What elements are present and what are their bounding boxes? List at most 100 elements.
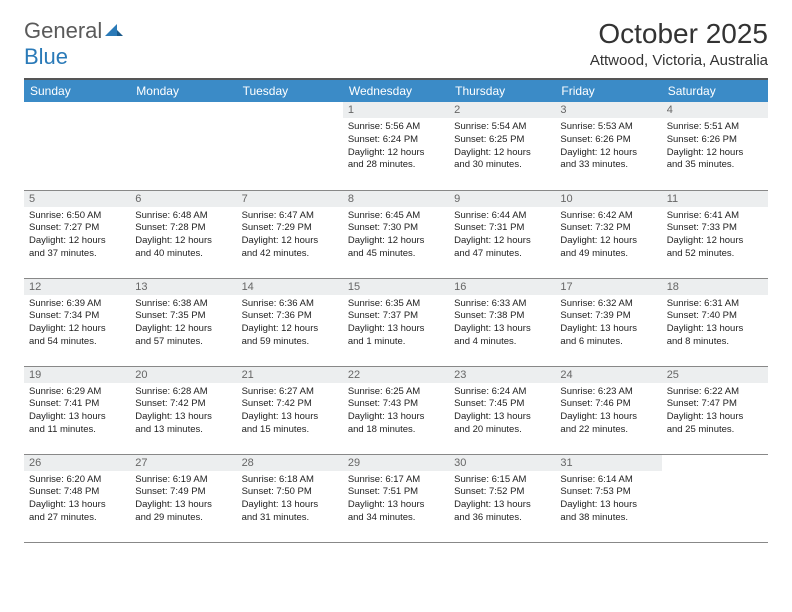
day-number: 19 (24, 367, 130, 383)
calendar-day: 6Sunrise: 6:48 AMSunset: 7:28 PMDaylight… (130, 190, 236, 278)
day-number: 31 (555, 455, 661, 471)
calendar-day: 25Sunrise: 6:22 AMSunset: 7:47 PMDayligh… (662, 366, 768, 454)
title-block: October 2025 Attwood, Victoria, Australi… (590, 18, 768, 69)
calendar-day: 9Sunrise: 6:44 AMSunset: 7:31 PMDaylight… (449, 190, 555, 278)
calendar-day: 13Sunrise: 6:38 AMSunset: 7:35 PMDayligh… (130, 278, 236, 366)
day-details: Sunrise: 5:53 AMSunset: 6:26 PMDaylight:… (555, 118, 661, 176)
day-number: 24 (555, 367, 661, 383)
day-number: 22 (343, 367, 449, 383)
day-number: 29 (343, 455, 449, 471)
day-details: Sunrise: 6:22 AMSunset: 7:47 PMDaylight:… (662, 383, 768, 441)
day-header: Sunday (24, 79, 130, 102)
day-details: Sunrise: 6:29 AMSunset: 7:41 PMDaylight:… (24, 383, 130, 441)
day-number: 15 (343, 279, 449, 295)
calendar-day: 18Sunrise: 6:31 AMSunset: 7:40 PMDayligh… (662, 278, 768, 366)
calendar-day: 7Sunrise: 6:47 AMSunset: 7:29 PMDaylight… (237, 190, 343, 278)
calendar-day: 20Sunrise: 6:28 AMSunset: 7:42 PMDayligh… (130, 366, 236, 454)
day-details: Sunrise: 6:31 AMSunset: 7:40 PMDaylight:… (662, 295, 768, 353)
day-details: Sunrise: 6:36 AMSunset: 7:36 PMDaylight:… (237, 295, 343, 353)
calendar-week: 12Sunrise: 6:39 AMSunset: 7:34 PMDayligh… (24, 278, 768, 366)
calendar-table: SundayMondayTuesdayWednesdayThursdayFrid… (24, 78, 768, 543)
day-details: Sunrise: 6:42 AMSunset: 7:32 PMDaylight:… (555, 207, 661, 265)
day-details: Sunrise: 5:51 AMSunset: 6:26 PMDaylight:… (662, 118, 768, 176)
logo-blue: Blue (24, 44, 68, 69)
day-details: Sunrise: 6:48 AMSunset: 7:28 PMDaylight:… (130, 207, 236, 265)
calendar-day: 21Sunrise: 6:27 AMSunset: 7:42 PMDayligh… (237, 366, 343, 454)
calendar-day: 3Sunrise: 5:53 AMSunset: 6:26 PMDaylight… (555, 102, 661, 190)
day-details: Sunrise: 6:50 AMSunset: 7:27 PMDaylight:… (24, 207, 130, 265)
calendar-head: SundayMondayTuesdayWednesdayThursdayFrid… (24, 79, 768, 102)
logo-general: General (24, 18, 102, 43)
calendar-day: 14Sunrise: 6:36 AMSunset: 7:36 PMDayligh… (237, 278, 343, 366)
day-number: 9 (449, 191, 555, 207)
day-details: Sunrise: 5:56 AMSunset: 6:24 PMDaylight:… (343, 118, 449, 176)
calendar-week: 5Sunrise: 6:50 AMSunset: 7:27 PMDaylight… (24, 190, 768, 278)
calendar-day: 5Sunrise: 6:50 AMSunset: 7:27 PMDaylight… (24, 190, 130, 278)
day-number: 16 (449, 279, 555, 295)
day-details: Sunrise: 6:24 AMSunset: 7:45 PMDaylight:… (449, 383, 555, 441)
day-details: Sunrise: 6:25 AMSunset: 7:43 PMDaylight:… (343, 383, 449, 441)
calendar-page: GeneralBlue October 2025 Attwood, Victor… (0, 0, 792, 561)
day-number: 3 (555, 102, 661, 118)
day-number: 1 (343, 102, 449, 118)
day-details: Sunrise: 6:18 AMSunset: 7:50 PMDaylight:… (237, 471, 343, 529)
day-details: Sunrise: 6:19 AMSunset: 7:49 PMDaylight:… (130, 471, 236, 529)
day-number: 13 (130, 279, 236, 295)
calendar-day: 26Sunrise: 6:20 AMSunset: 7:48 PMDayligh… (24, 454, 130, 542)
day-details: Sunrise: 6:39 AMSunset: 7:34 PMDaylight:… (24, 295, 130, 353)
calendar-day (237, 102, 343, 190)
day-number: 21 (237, 367, 343, 383)
day-number: 30 (449, 455, 555, 471)
calendar-day (662, 454, 768, 542)
calendar-day: 16Sunrise: 6:33 AMSunset: 7:38 PMDayligh… (449, 278, 555, 366)
calendar-day: 24Sunrise: 6:23 AMSunset: 7:46 PMDayligh… (555, 366, 661, 454)
day-number: 28 (237, 455, 343, 471)
calendar-day: 8Sunrise: 6:45 AMSunset: 7:30 PMDaylight… (343, 190, 449, 278)
day-details: Sunrise: 6:44 AMSunset: 7:31 PMDaylight:… (449, 207, 555, 265)
day-number: 8 (343, 191, 449, 207)
logo: GeneralBlue (24, 18, 123, 70)
calendar-day: 27Sunrise: 6:19 AMSunset: 7:49 PMDayligh… (130, 454, 236, 542)
day-number: 26 (24, 455, 130, 471)
day-details: Sunrise: 6:15 AMSunset: 7:52 PMDaylight:… (449, 471, 555, 529)
day-details: Sunrise: 6:27 AMSunset: 7:42 PMDaylight:… (237, 383, 343, 441)
day-number: 12 (24, 279, 130, 295)
location: Attwood, Victoria, Australia (590, 52, 768, 69)
day-number: 20 (130, 367, 236, 383)
day-number: 23 (449, 367, 555, 383)
day-number: 18 (662, 279, 768, 295)
day-details: Sunrise: 6:20 AMSunset: 7:48 PMDaylight:… (24, 471, 130, 529)
calendar-day: 31Sunrise: 6:14 AMSunset: 7:53 PMDayligh… (555, 454, 661, 542)
calendar-day: 15Sunrise: 6:35 AMSunset: 7:37 PMDayligh… (343, 278, 449, 366)
day-number: 17 (555, 279, 661, 295)
calendar-day: 29Sunrise: 6:17 AMSunset: 7:51 PMDayligh… (343, 454, 449, 542)
calendar-day: 2Sunrise: 5:54 AMSunset: 6:25 PMDaylight… (449, 102, 555, 190)
calendar-day: 1Sunrise: 5:56 AMSunset: 6:24 PMDaylight… (343, 102, 449, 190)
day-number: 27 (130, 455, 236, 471)
day-header: Thursday (449, 79, 555, 102)
calendar-day: 28Sunrise: 6:18 AMSunset: 7:50 PMDayligh… (237, 454, 343, 542)
day-number: 2 (449, 102, 555, 118)
day-header: Wednesday (343, 79, 449, 102)
calendar-week: 19Sunrise: 6:29 AMSunset: 7:41 PMDayligh… (24, 366, 768, 454)
day-header: Tuesday (237, 79, 343, 102)
header: GeneralBlue October 2025 Attwood, Victor… (24, 18, 768, 70)
day-details: Sunrise: 6:32 AMSunset: 7:39 PMDaylight:… (555, 295, 661, 353)
day-number: 25 (662, 367, 768, 383)
calendar-day: 17Sunrise: 6:32 AMSunset: 7:39 PMDayligh… (555, 278, 661, 366)
calendar-day (130, 102, 236, 190)
day-header: Friday (555, 79, 661, 102)
day-header: Saturday (662, 79, 768, 102)
calendar-day: 11Sunrise: 6:41 AMSunset: 7:33 PMDayligh… (662, 190, 768, 278)
day-details: Sunrise: 6:35 AMSunset: 7:37 PMDaylight:… (343, 295, 449, 353)
day-number: 5 (24, 191, 130, 207)
day-details: Sunrise: 6:38 AMSunset: 7:35 PMDaylight:… (130, 295, 236, 353)
day-number: 11 (662, 191, 768, 207)
day-details: Sunrise: 6:28 AMSunset: 7:42 PMDaylight:… (130, 383, 236, 441)
day-details: Sunrise: 6:14 AMSunset: 7:53 PMDaylight:… (555, 471, 661, 529)
logo-text: GeneralBlue (24, 18, 123, 70)
day-number: 14 (237, 279, 343, 295)
calendar-week: 26Sunrise: 6:20 AMSunset: 7:48 PMDayligh… (24, 454, 768, 542)
day-details: Sunrise: 6:45 AMSunset: 7:30 PMDaylight:… (343, 207, 449, 265)
calendar-day: 23Sunrise: 6:24 AMSunset: 7:45 PMDayligh… (449, 366, 555, 454)
